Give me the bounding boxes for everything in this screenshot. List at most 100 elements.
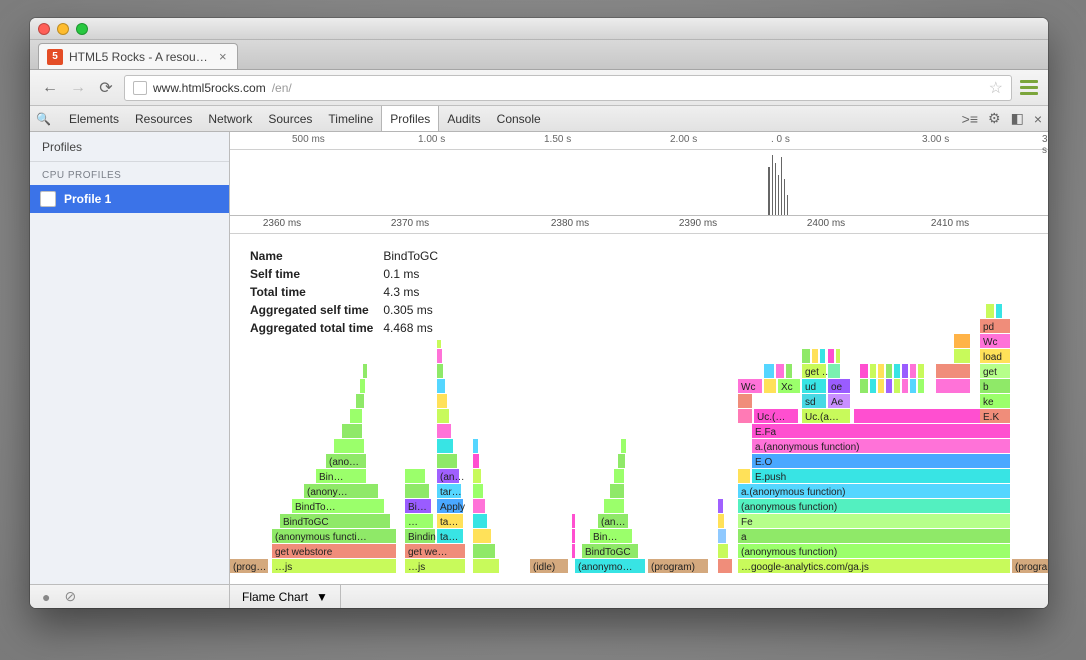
flame-bar[interactable] [718,529,726,543]
flame-bar[interactable]: ke [980,394,1010,408]
flame-bar[interactable]: Apply [437,499,465,513]
flame-bar[interactable] [437,364,443,378]
overview-timeline[interactable]: 500 ms1.00 s1.50 s2.00 s. 0 s3.00 s3.50 … [230,132,1048,216]
flame-bar[interactable] [473,544,495,558]
flame-bar[interactable] [718,544,728,558]
flame-bar[interactable] [860,364,868,378]
flame-bar[interactable] [405,469,425,483]
flame-bar[interactable] [360,379,365,393]
flame-bar[interactable] [572,544,575,558]
flame-bar[interactable]: get webstore [272,544,396,558]
flame-bar[interactable] [572,529,575,543]
flame-bar[interactable] [954,334,970,348]
dock-icon[interactable]: ◧ [1011,110,1024,127]
flame-bar[interactable] [473,454,479,468]
flame-bar[interactable] [610,484,624,498]
devtools-tab-timeline[interactable]: Timeline [320,106,381,131]
devtools-tab-elements[interactable]: Elements [61,106,127,131]
flame-bar[interactable]: a.(anonymous function) [738,484,1010,498]
flame-bar[interactable]: (prog… [230,559,268,573]
flame-bar[interactable] [437,439,453,453]
flame-bar[interactable] [894,379,900,393]
flame-bar[interactable] [918,379,924,393]
flame-bar[interactable]: (program) [1012,559,1048,573]
flame-bar[interactable] [902,364,908,378]
flame-bar[interactable] [738,469,750,483]
flame-bar[interactable]: Fe [738,514,1010,528]
chrome-menu-icon[interactable] [1020,80,1038,95]
flame-bar[interactable] [473,559,499,573]
flame-bar[interactable]: sd [802,394,826,408]
flame-bar[interactable]: get [980,364,1010,378]
flame-bar[interactable] [437,424,451,438]
flame-bar[interactable] [718,514,724,528]
flame-bar[interactable]: a [738,529,1010,543]
flame-bar[interactable]: (anonymo… [575,559,645,573]
flame-bar[interactable]: ta… [437,529,463,543]
back-button[interactable]: ← [40,78,60,98]
flame-bar[interactable]: b [980,379,1010,393]
view-selector[interactable]: Flame Chart ▼ [230,585,341,608]
flame-bar[interactable]: (ano… [326,454,366,468]
flame-chart[interactable]: 2360 ms2370 ms2380 ms2390 ms2400 ms2410 … [230,216,1048,584]
flame-bar[interactable] [738,409,752,423]
flame-bar[interactable] [614,469,624,483]
flame-bar[interactable] [786,364,792,378]
flame-bar[interactable] [802,349,810,363]
flame-bar[interactable] [894,364,900,378]
flame-bar[interactable] [618,454,625,468]
flame-bar[interactable] [812,349,818,363]
flame-bar[interactable]: E.O [752,454,1010,468]
flame-bar[interactable]: E.Fa [752,424,1010,438]
flame-bar[interactable] [621,439,626,453]
flame-bar[interactable] [860,379,868,393]
bookmark-star-icon[interactable]: ☆ [989,78,1003,98]
window-minimize-button[interactable] [57,23,69,35]
flame-bar[interactable]: ud [802,379,826,393]
flame-bar[interactable]: get … [802,364,832,378]
flame-bar[interactable]: (anonymous functi… [272,529,396,543]
flame-bar[interactable] [473,514,487,528]
flame-bar[interactable]: oe [828,379,850,393]
flame-bar[interactable] [718,559,732,573]
flame-bar[interactable]: Ae [828,394,850,408]
omnibox[interactable]: www.html5rocks.com/en/ ☆ [124,75,1012,101]
devtools-tab-audits[interactable]: Audits [439,106,488,131]
flame-bar[interactable]: get we… [405,544,465,558]
flame-bar[interactable] [718,499,723,513]
flame-bar[interactable]: (idle) [530,559,568,573]
search-icon[interactable]: 🔍 [36,112,51,126]
flame-bar[interactable] [776,364,784,378]
flame-bar[interactable]: E.K [980,409,1010,423]
flame-bar[interactable] [604,499,624,513]
tab-close-icon[interactable]: × [219,49,227,64]
flame-bar[interactable]: …google-analytics.com/ga.js [738,559,1010,573]
devtools-tab-network[interactable]: Network [200,106,260,131]
flame-bar[interactable] [738,394,752,408]
flame-bar[interactable] [870,364,876,378]
flame-bar[interactable]: Wc [980,334,1010,348]
flame-bar[interactable] [936,379,970,393]
devtools-close-icon[interactable]: × [1034,111,1042,127]
devtools-tab-resources[interactable]: Resources [127,106,200,131]
flame-bar[interactable] [986,304,994,318]
flame-bar[interactable] [764,379,776,393]
flame-bar[interactable] [878,364,884,378]
flame-bar[interactable] [886,364,892,378]
devtools-tab-profiles[interactable]: Profiles [381,106,439,131]
settings-gear-icon[interactable]: ⚙ [988,110,1001,127]
window-close-button[interactable] [38,23,50,35]
flame-bar[interactable] [918,364,924,378]
flame-bar[interactable] [902,379,908,393]
flame-bar[interactable] [334,439,364,453]
flame-bar[interactable] [437,379,445,393]
flame-bar[interactable] [350,409,362,423]
console-toggle-icon[interactable]: >≡ [962,111,978,127]
flame-bar[interactable] [764,364,774,378]
flame-bar[interactable] [473,439,478,453]
flame-bar[interactable] [437,409,449,423]
flame-bar[interactable]: a.(anonymous function) [752,439,1010,453]
flame-bar[interactable]: …js [405,559,465,573]
flame-bar[interactable] [405,484,429,498]
window-zoom-button[interactable] [76,23,88,35]
